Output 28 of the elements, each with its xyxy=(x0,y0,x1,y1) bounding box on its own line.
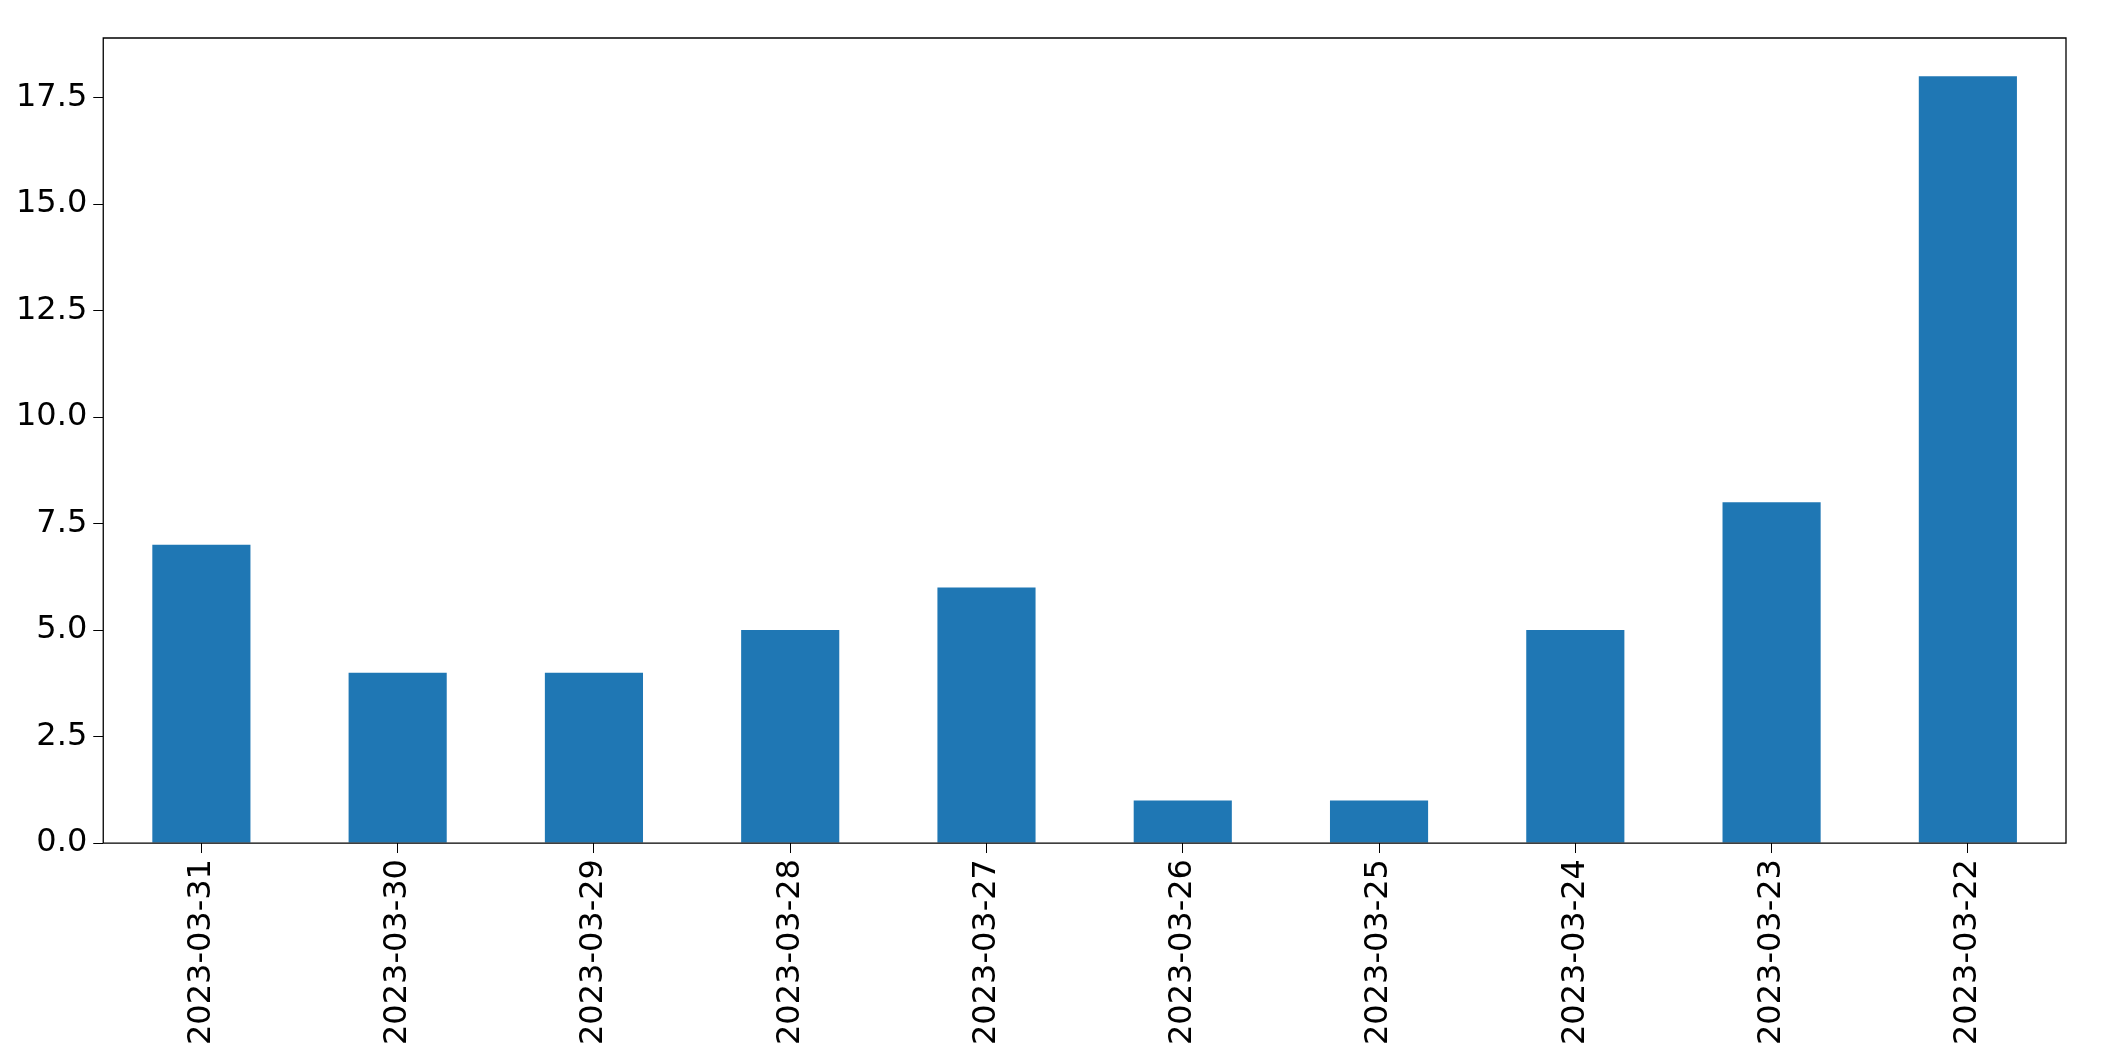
bar xyxy=(152,544,251,843)
y-tick-label: 7.5 xyxy=(36,501,88,540)
bar xyxy=(1526,630,1625,843)
y-tick-label: 2.5 xyxy=(36,714,88,753)
y-tick-label: 17.5 xyxy=(16,75,88,114)
y-tick-label: 5.0 xyxy=(36,608,88,647)
bar xyxy=(544,672,644,843)
y-tick-label: 0.0 xyxy=(36,821,88,860)
bar xyxy=(937,587,1036,843)
x-tick-label: 2023-03-28 xyxy=(768,859,807,1045)
x-tick-label: 2023-03-25 xyxy=(1357,859,1396,1045)
x-tick-label: 2023-03-27 xyxy=(964,859,1003,1045)
x-tick-label: 2023-03-29 xyxy=(572,859,611,1045)
x-tick-label: 2023-03-31 xyxy=(179,859,218,1045)
bar xyxy=(348,672,447,843)
x-tick-label: 2023-03-24 xyxy=(1553,859,1592,1045)
x-tick-label: 2023-03-22 xyxy=(1946,859,1985,1045)
bar xyxy=(1722,502,1821,843)
x-tick-label: 2023-03-26 xyxy=(1161,859,1200,1045)
y-tick-label: 10.0 xyxy=(16,395,88,434)
bar xyxy=(1918,76,2017,843)
y-tick-label: 12.5 xyxy=(16,288,88,327)
x-tick-label: 2023-03-30 xyxy=(375,859,414,1045)
x-tick-label: 2023-03-23 xyxy=(1749,859,1788,1045)
y-tick-label: 15.0 xyxy=(16,182,88,221)
bar xyxy=(741,630,840,843)
bar xyxy=(1329,800,1429,843)
bar xyxy=(1133,800,1232,843)
